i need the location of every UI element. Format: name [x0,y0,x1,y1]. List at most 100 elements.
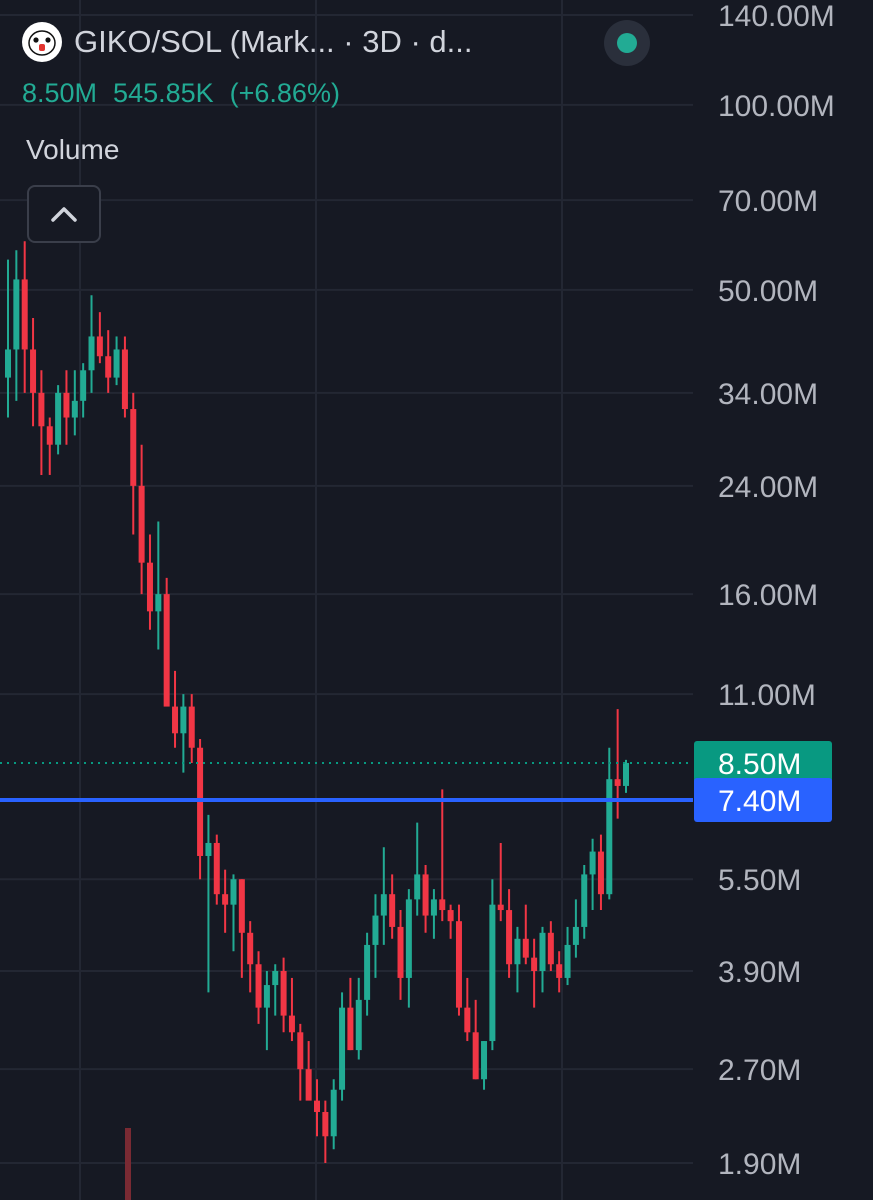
price-tick-label: 34.00M [718,378,818,411]
candle-body [405,899,412,978]
candle-body [581,874,588,927]
candle [155,521,162,650]
candle [188,694,195,763]
candle [30,318,37,427]
candle-body [414,874,421,900]
candle [46,417,53,475]
candle [589,838,596,911]
candle-body [380,894,387,916]
price-tick-label: 140.00M [718,0,835,33]
candle-body [46,426,53,445]
candle [205,814,212,993]
candle [263,971,270,1051]
volume-study-label[interactable]: Volume [26,134,120,165]
candle [472,999,479,1080]
candle [339,992,346,1101]
candle [355,977,362,1060]
candle-body [205,842,212,856]
grid-lines [0,0,693,1200]
candle [121,336,128,418]
price-axis[interactable]: 140.00M 100.00M 70.00M 50.00M 34.00M 24.00M 16… [694,0,835,1181]
candle-body [96,336,103,357]
candle-body [71,400,78,418]
candle-body [297,1032,304,1070]
candle-body [30,349,37,393]
candle [547,921,554,972]
candle-body [355,999,362,1051]
candle [146,534,153,630]
candle-body [422,874,429,916]
candle [455,904,462,1016]
candle-body [606,779,613,895]
candle-body [497,904,504,911]
candle [96,312,103,364]
collapse-legend-button[interactable] [27,185,101,243]
candle-body [455,921,462,1008]
candle-body [247,932,254,965]
candle-body [464,1007,471,1033]
candle-body [481,1041,488,1080]
candle [272,964,279,1016]
candle-body [146,562,153,612]
candle-body [623,762,629,786]
candle [372,894,379,978]
candle-body [547,932,554,965]
candle-body [130,409,137,486]
candle-body [572,926,579,945]
last-price-tag-label: 8.50M [718,748,801,781]
candle [364,932,371,1016]
candle-body [138,485,145,563]
candle [430,889,437,939]
candle-body [80,370,87,401]
candle-body [238,879,245,933]
candle-body [21,279,28,350]
change-percent: (+6.86%) [229,78,340,108]
candle-body [255,964,262,1008]
candle [531,938,538,1008]
candle-body [121,349,128,410]
price-tick-label: 1.90M [718,1148,801,1181]
candle-body [364,944,371,1000]
candle-body [55,392,62,445]
price-tick-label: 5.50M [718,864,801,897]
last-price-tag-box [694,740,832,785]
price-tick-label: 24.00M [718,471,818,504]
horizontal-line-tag-box [694,777,832,822]
symbol-title-row[interactable]: GIKO/SOL (Mark... · 3D · d... [22,20,692,64]
candle [347,977,354,1051]
candle-body [531,957,538,972]
candle-body [472,1032,479,1080]
chart-legend: GIKO/SOL (Mark... · 3D · d... 8.50M 545.8… [22,20,692,243]
candle [197,738,204,880]
candle-body [447,910,454,922]
candle [481,1041,488,1090]
price-tick-label: 11.00M [718,679,816,712]
candle [297,1023,304,1101]
candle [80,363,87,418]
market-status[interactable] [604,20,650,66]
price-summary: 8.50M 545.85K (+6.86%) [22,78,356,109]
candle-body [263,985,270,1008]
candle-body [105,356,112,378]
candle-body [172,706,179,734]
candle [330,1079,337,1150]
candle [623,759,629,793]
candle-body [280,971,287,1016]
candle-body [564,944,571,978]
price-tick-label: 3.90M [718,956,801,989]
pair-title[interactable]: GIKO/SOL (Mark... · 3D · d... [74,24,473,59]
price-tick-label: 100.00M [718,90,835,123]
candle [71,370,78,436]
candle [172,670,179,748]
price-tick-label: 16.00M [718,579,818,612]
candle-body [314,1100,320,1112]
candle [506,889,513,978]
candle [138,444,145,595]
candle-body [506,910,513,965]
candle [130,392,137,535]
candle-body [188,706,195,748]
candle-body [38,392,45,427]
candle [280,957,287,1033]
